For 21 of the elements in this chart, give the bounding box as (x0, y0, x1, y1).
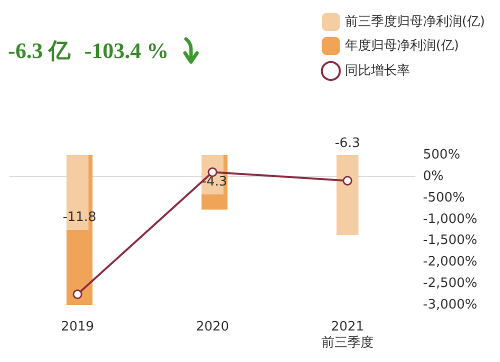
data-label: -4.3 (202, 174, 228, 190)
y2-tick-label: 500% (423, 148, 460, 162)
legend-label: 同比增长率 (344, 62, 410, 78)
legend-label: 年度归母净利润(亿) (344, 38, 460, 54)
data-label: -11.8 (62, 210, 96, 225)
y2-tick-label: -3,000% (423, 298, 478, 312)
y2-tick-label: -500% (423, 190, 465, 206)
y2-tick-label: -2,000% (423, 254, 478, 270)
text: -103.4 % (84, 38, 169, 64)
x-tick-label: 2019 (60, 320, 94, 334)
y2-tick-label: 0% (423, 168, 444, 184)
y2-tick-label: -1,500% (423, 233, 478, 248)
y2-tick-label: -2,500% (423, 276, 478, 292)
data-label: -6.3 (334, 136, 360, 151)
legend-label: 前三季度归母净利润(亿) (344, 14, 486, 30)
x-tick-label: 2021 前三季度 (322, 320, 374, 350)
x-tick-label: 2020 (196, 320, 230, 334)
text: -6.3 亿 (8, 37, 70, 65)
y2-tick-label: -1,000% (423, 212, 478, 227)
point (72, 290, 82, 300)
point (342, 176, 352, 186)
